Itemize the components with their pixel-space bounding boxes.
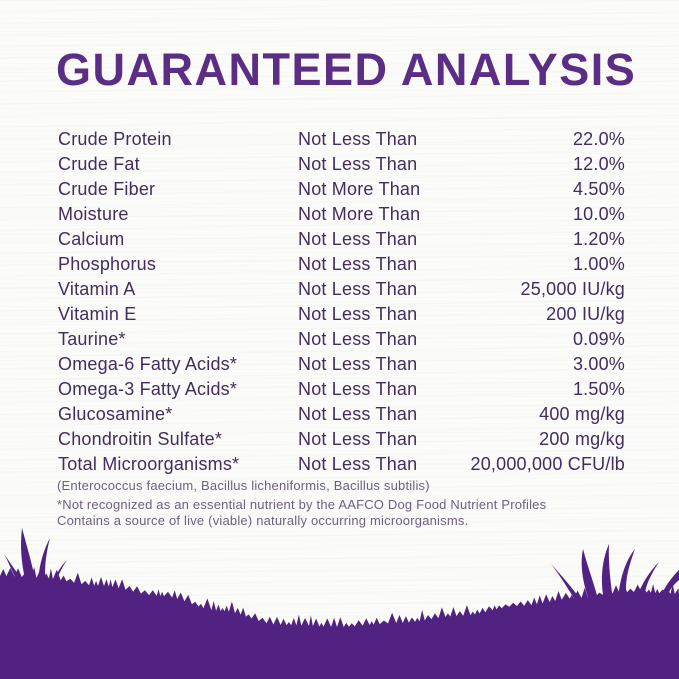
nutrient-value: 10.0% bbox=[572, 204, 625, 224]
nutrient-name: Omega-3 Fatty Acids* bbox=[58, 379, 238, 399]
nutrient-value: 4.50% bbox=[572, 179, 625, 199]
table-row: Total Microorganisms* Not Less Than 20,0… bbox=[58, 452, 625, 477]
table-row: Crude Protein Not Less Than 22.0% bbox=[58, 127, 625, 152]
table-row: Omega-3 Fatty Acids* Not Less Than 1.50% bbox=[58, 377, 625, 402]
table-row: Glucosamine* Not Less Than 400 mg/kg bbox=[58, 402, 625, 427]
footnote-line-2: Contains a source of live (viable) natur… bbox=[57, 513, 469, 528]
qualifier: Not Less Than bbox=[298, 329, 418, 349]
table-row: Phosphorus Not Less Than 1.00% bbox=[58, 252, 625, 277]
nutrient-name: Moisture bbox=[58, 204, 129, 224]
table-row: Taurine* Not Less Than 0.09% bbox=[58, 327, 625, 352]
qualifier: Not Less Than bbox=[298, 379, 418, 399]
nutrient-value: 0.09% bbox=[572, 329, 625, 349]
table-row: Vitamin A Not Less Than 25,000 IU/kg bbox=[58, 277, 625, 302]
nutrient-name: Vitamin A bbox=[58, 279, 136, 299]
microorganism-species-note: (Enterococcus faecium, Bacillus lichenif… bbox=[57, 478, 430, 493]
grass-blade bbox=[660, 570, 679, 597]
footnote-line-1: *Not recognized as an essential nutrient… bbox=[57, 497, 547, 512]
aafco-footnote: *Not recognized as an essential nutrient… bbox=[57, 497, 546, 529]
grass-blade bbox=[618, 549, 635, 599]
nutrient-value: 3.00% bbox=[572, 354, 625, 374]
qualifier: Not Less Than bbox=[298, 129, 418, 149]
nutrient-value: 1.20% bbox=[572, 229, 625, 249]
nutrient-value: 1.50% bbox=[572, 379, 625, 399]
table-row: Crude Fiber Not More Than 4.50% bbox=[58, 177, 625, 202]
guaranteed-analysis-table: Crude Protein Not Less Than 22.0% Crude … bbox=[58, 127, 625, 477]
qualifier: Not More Than bbox=[298, 179, 421, 199]
qualifier: Not Less Than bbox=[298, 404, 418, 424]
grass-mound bbox=[0, 566, 679, 679]
nutrient-value: 12.0% bbox=[572, 154, 625, 174]
nutrient-value: 200 mg/kg bbox=[539, 429, 625, 449]
nutrient-name: Calcium bbox=[58, 229, 125, 249]
qualifier: Not Less Than bbox=[298, 154, 418, 174]
table-row: Omega-6 Fatty Acids* Not Less Than 3.00% bbox=[58, 352, 625, 377]
qualifier: Not Less Than bbox=[298, 279, 418, 299]
page-title: GUARANTEED ANALYSIS bbox=[56, 44, 637, 95]
nutrient-value: 1.00% bbox=[572, 254, 625, 274]
grass-silhouette bbox=[0, 528, 679, 679]
grass-blade bbox=[601, 544, 613, 601]
nutrient-name: Phosphorus bbox=[58, 254, 157, 274]
table-row: Chondroitin Sulfate* Not Less Than 200 m… bbox=[58, 427, 625, 452]
qualifier: Not More Than bbox=[298, 204, 421, 224]
table-row: Moisture Not More Than 10.0% bbox=[58, 202, 625, 227]
nutrient-value: 22.0% bbox=[572, 129, 625, 149]
nutrient-value: 25,000 IU/kg bbox=[520, 279, 625, 299]
nutrient-name: Glucosamine* bbox=[58, 404, 173, 424]
qualifier: Not Less Than bbox=[298, 304, 418, 324]
qualifier: Not Less Than bbox=[298, 254, 418, 274]
nutrient-name: Crude Fat bbox=[58, 154, 140, 174]
qualifier: Not Less Than bbox=[298, 229, 418, 249]
nutrient-name: Total Microorganisms* bbox=[58, 454, 240, 474]
grass-blade bbox=[551, 564, 585, 605]
grass-blade bbox=[581, 549, 599, 603]
nutrient-name: Omega-6 Fatty Acids* bbox=[58, 354, 238, 374]
grass-blade bbox=[50, 560, 67, 589]
nutrient-name: Vitamin E bbox=[58, 304, 137, 324]
qualifier: Not Less Than bbox=[298, 354, 418, 374]
nutrient-name: Crude Fiber bbox=[58, 179, 156, 199]
table-row: Crude Fat Not Less Than 12.0% bbox=[58, 152, 625, 177]
nutrient-value: 200 IU/kg bbox=[546, 304, 625, 324]
qualifier: Not Less Than bbox=[298, 454, 418, 474]
nutrient-name: Crude Protein bbox=[58, 129, 172, 149]
nutrient-name: Taurine* bbox=[58, 329, 126, 349]
table-row: Calcium Not Less Than 1.20% bbox=[58, 227, 625, 252]
nutrient-value: 20,000,000 CFU/lb bbox=[470, 454, 625, 474]
grass-blade bbox=[636, 562, 659, 599]
nutrient-name: Chondroitin Sulfate* bbox=[58, 429, 223, 449]
nutrient-value: 400 mg/kg bbox=[539, 404, 625, 424]
grass-blade bbox=[21, 528, 36, 584]
table-row: Vitamin E Not Less Than 200 IU/kg bbox=[58, 302, 625, 327]
qualifier: Not Less Than bbox=[298, 429, 418, 449]
grass-blade bbox=[38, 538, 50, 587]
grass-blade bbox=[4, 554, 24, 583]
